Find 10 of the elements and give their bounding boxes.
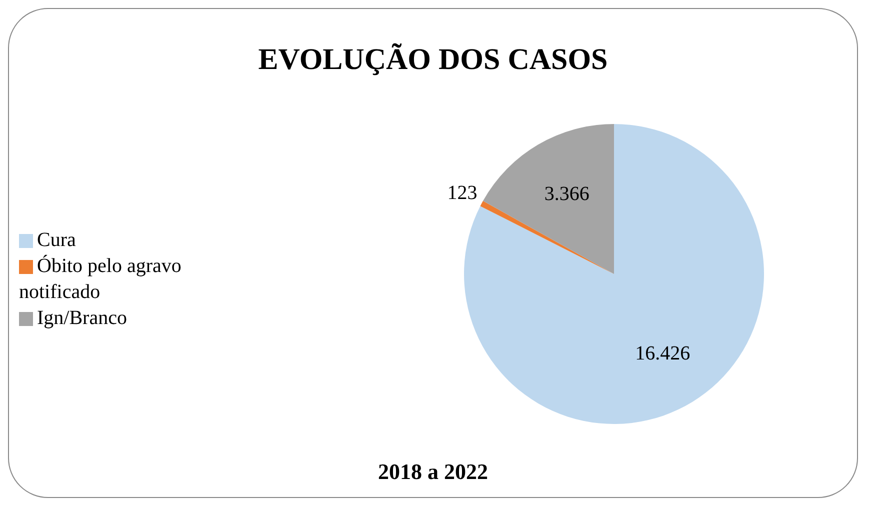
text: 2018 a 2022 bbox=[377, 459, 489, 485]
pie-slice bbox=[480, 200, 614, 274]
legend-label: Óbito pelo agravo notificado bbox=[19, 255, 182, 303]
legend-label: Ign/Branco bbox=[37, 307, 127, 329]
data-label: 3.366 bbox=[544, 182, 590, 205]
pie-slice bbox=[483, 124, 614, 274]
chart-title: EVOLUÇÃO DOS CASOS bbox=[257, 42, 609, 78]
data-label: 123 bbox=[447, 182, 478, 204]
data-label: 16.426 bbox=[635, 342, 690, 364]
legend-label: Cura bbox=[37, 229, 76, 251]
